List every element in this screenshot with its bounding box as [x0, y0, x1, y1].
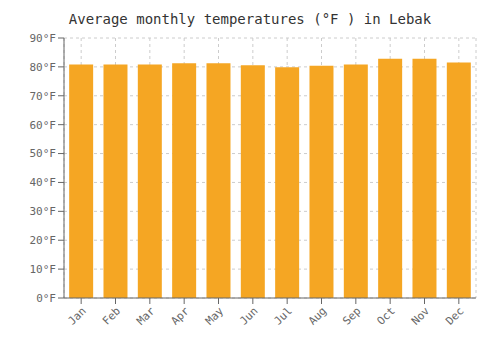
svg-text:Mar: Mar — [134, 304, 158, 328]
svg-text:Apr: Apr — [169, 304, 193, 328]
svg-text:Jun: Jun — [237, 304, 260, 327]
html-text:Average monthly temperatures (: Average monthly temperatures (°F ) in Le… — [68, 11, 432, 27]
svg-text:Jan: Jan — [66, 304, 89, 327]
svg-text:0°F: 0°F — [36, 292, 56, 305]
svg-text:Oct: Oct — [375, 304, 398, 327]
svg-text:80°F: 80°F — [30, 61, 57, 74]
svg-text:Nov: Nov — [409, 304, 433, 328]
svg-text:Dec: Dec — [443, 304, 466, 327]
svg-text:Sep: Sep — [340, 304, 363, 327]
svg-text:70°F: 70°F — [30, 90, 57, 103]
svg-text:Jul: Jul — [272, 304, 295, 327]
svg-text:90°F: 90°F — [30, 32, 57, 45]
svg-text:Aug: Aug — [306, 304, 329, 327]
svg-text:60°F: 60°F — [30, 119, 57, 132]
svg-text:30°F: 30°F — [30, 205, 57, 218]
svg-text:10°F: 10°F — [30, 263, 57, 276]
svg-text:Feb: Feb — [100, 304, 123, 327]
svg-text:50°F: 50°F — [30, 147, 57, 160]
svg-text:May: May — [203, 304, 227, 328]
svg-text:40°F: 40°F — [30, 176, 57, 189]
svg-text:20°F: 20°F — [30, 234, 57, 247]
